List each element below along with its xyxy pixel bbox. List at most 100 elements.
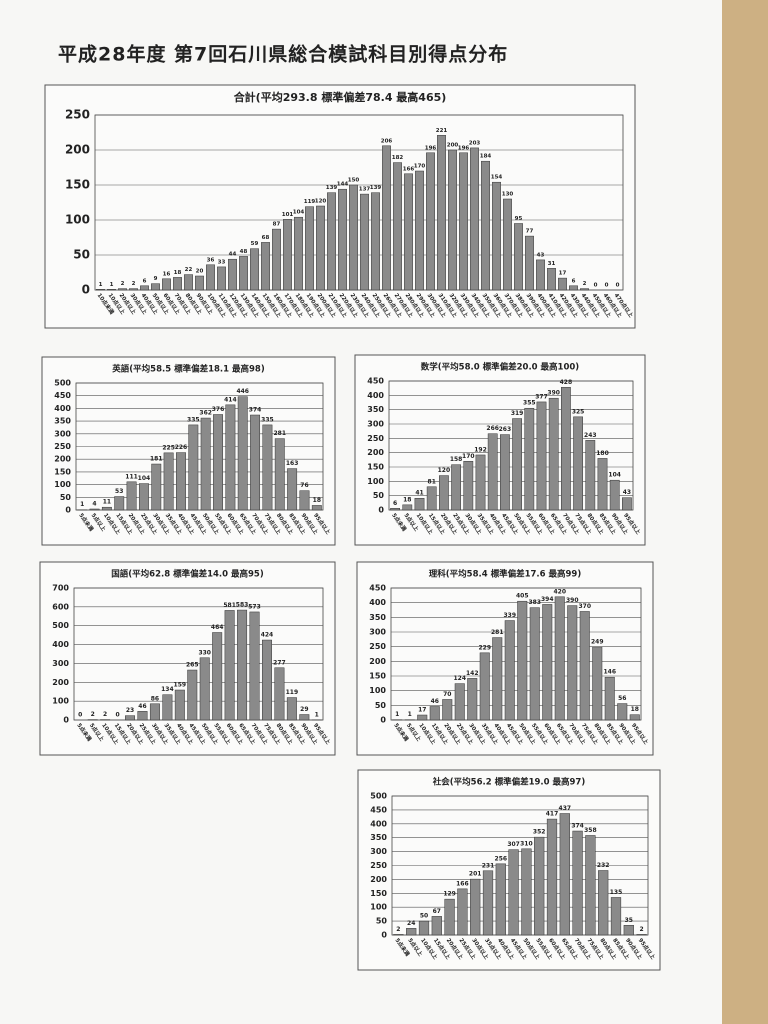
value-label: 420 bbox=[553, 588, 566, 595]
bar bbox=[463, 461, 474, 511]
bar bbox=[89, 508, 100, 511]
value-label: 370 bbox=[578, 603, 591, 610]
chart-title: 合計(平均293.8 標準偏差78.4 最高465) bbox=[234, 90, 447, 104]
value-label: 2 bbox=[103, 711, 107, 718]
bar bbox=[573, 416, 583, 511]
bar bbox=[524, 407, 535, 511]
bar bbox=[188, 424, 199, 511]
value-label: 256 bbox=[495, 855, 508, 862]
y-tick-label: 450 bbox=[370, 805, 387, 814]
bar bbox=[274, 667, 285, 721]
bar bbox=[393, 934, 404, 936]
value-label: 23 bbox=[126, 707, 134, 714]
value-label: 383 bbox=[528, 599, 541, 606]
value-label: 6 bbox=[572, 278, 576, 284]
value-label: 581 bbox=[223, 602, 236, 609]
value-label: 129 bbox=[443, 891, 456, 898]
y-tick-label: 100 bbox=[52, 697, 69, 706]
bar bbox=[558, 277, 567, 291]
value-label: 196 bbox=[458, 145, 470, 151]
y-tick-label: 150 bbox=[369, 672, 386, 681]
value-label: 119 bbox=[286, 689, 299, 696]
bar bbox=[390, 508, 400, 511]
value-label: 134 bbox=[161, 686, 174, 693]
value-label: 1 bbox=[315, 711, 319, 718]
value-label: 405 bbox=[516, 593, 529, 600]
bar bbox=[338, 188, 347, 291]
value-label: 77 bbox=[526, 229, 534, 235]
bar bbox=[636, 934, 647, 936]
value-label: 87 bbox=[273, 222, 281, 228]
value-label: 180 bbox=[596, 450, 609, 457]
bar bbox=[125, 715, 136, 721]
y-tick-label: 100 bbox=[369, 686, 386, 695]
y-tick-label: 250 bbox=[65, 108, 90, 122]
y-tick-label: 100 bbox=[367, 477, 384, 486]
value-label: 166 bbox=[456, 880, 469, 887]
bar bbox=[492, 637, 503, 721]
value-label: 352 bbox=[533, 829, 546, 836]
value-label: 6 bbox=[393, 500, 397, 507]
value-label: 390 bbox=[566, 597, 579, 604]
bar bbox=[274, 438, 285, 511]
bar bbox=[283, 219, 292, 291]
value-label: 50 bbox=[420, 913, 428, 920]
value-label: 146 bbox=[603, 669, 616, 676]
value-label: 20 bbox=[196, 269, 204, 275]
value-label: 46 bbox=[138, 703, 146, 710]
bar bbox=[195, 275, 204, 291]
value-label: 101 bbox=[282, 212, 294, 218]
value-label: 1 bbox=[408, 711, 412, 718]
chart: 英語(平均58.5 標準偏差18.1 最高98) 0 50 100 150 200 250 3… bbox=[41, 356, 336, 546]
value-label: 76 bbox=[300, 482, 308, 489]
y-tick-label: 0 bbox=[82, 283, 90, 297]
bar bbox=[184, 274, 193, 291]
bar bbox=[250, 248, 259, 291]
value-label: 43 bbox=[537, 252, 545, 258]
bar bbox=[470, 878, 481, 936]
y-tick-label: 500 bbox=[52, 621, 69, 630]
desk bbox=[722, 0, 768, 1024]
y-tick-label: 350 bbox=[54, 417, 71, 426]
bar bbox=[213, 414, 223, 511]
chart-title: 英語(平均58.5 標準偏差18.1 最高98) bbox=[111, 364, 265, 375]
value-label: 358 bbox=[584, 827, 597, 834]
value-label: 18 bbox=[313, 497, 321, 504]
bar bbox=[426, 152, 435, 291]
bar bbox=[592, 646, 603, 721]
value-label: 22 bbox=[185, 267, 193, 273]
y-tick-label: 0 bbox=[65, 506, 71, 515]
bar bbox=[217, 266, 226, 291]
bar bbox=[567, 605, 578, 721]
bar bbox=[129, 288, 138, 291]
y-tick-label: 450 bbox=[369, 584, 386, 593]
value-label: 325 bbox=[572, 408, 585, 415]
chart: 合計(平均293.8 標準偏差78.4 最高465)05010015020025… bbox=[44, 84, 636, 329]
bar bbox=[206, 264, 215, 291]
value-label: 377 bbox=[535, 393, 548, 400]
value-label: 159 bbox=[174, 682, 187, 689]
value-label: 394 bbox=[541, 596, 554, 603]
y-tick-label: 100 bbox=[65, 213, 90, 227]
bar bbox=[140, 285, 149, 291]
bar bbox=[262, 424, 273, 511]
value-label: 59 bbox=[251, 241, 259, 247]
value-label: 56 bbox=[618, 695, 626, 702]
value-label: 6 bbox=[143, 278, 147, 284]
value-label: 201 bbox=[469, 871, 482, 878]
bar bbox=[585, 440, 596, 511]
bar bbox=[287, 468, 298, 511]
bar bbox=[431, 916, 442, 936]
value-label: 17 bbox=[418, 707, 426, 714]
bar bbox=[101, 506, 112, 511]
value-label: 243 bbox=[584, 432, 597, 439]
bar bbox=[249, 611, 260, 721]
value-label: 70 bbox=[443, 691, 451, 698]
bar bbox=[406, 928, 417, 936]
bar bbox=[225, 404, 236, 511]
bar bbox=[228, 258, 237, 291]
bar bbox=[250, 414, 261, 511]
value-label: 583 bbox=[236, 602, 249, 609]
bar bbox=[138, 483, 149, 511]
chart-frame bbox=[354, 354, 646, 546]
